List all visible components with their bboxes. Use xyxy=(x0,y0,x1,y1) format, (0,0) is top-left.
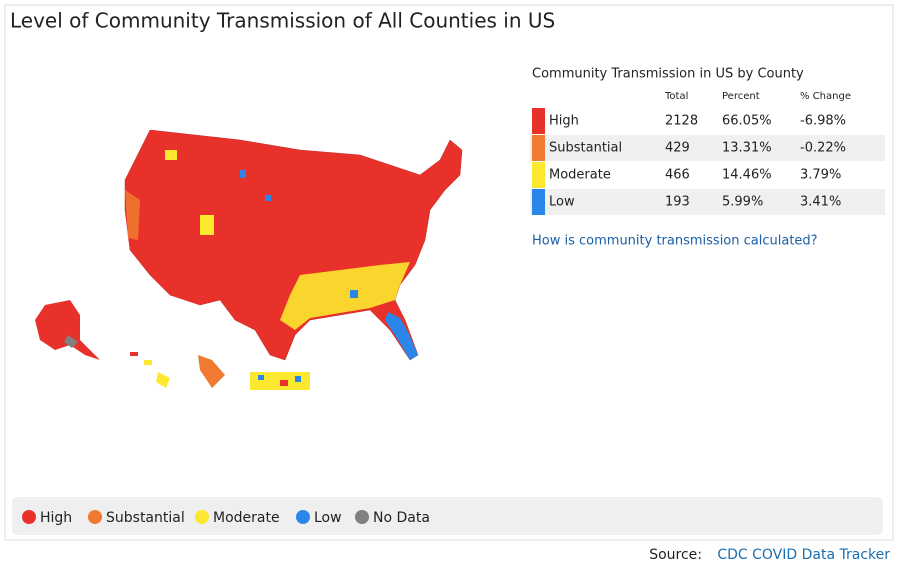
map-moderate-patch xyxy=(200,215,214,235)
row-swatch xyxy=(532,135,545,161)
cell: 3.41% xyxy=(800,195,841,210)
row-label: Moderate xyxy=(549,168,611,183)
legend-marker xyxy=(88,510,102,524)
column-header: % Change xyxy=(800,91,851,102)
source-link[interactable]: CDC COVID Data Tracker xyxy=(717,547,890,563)
cell: 3.79% xyxy=(800,168,841,183)
source-label: Source: xyxy=(649,547,702,563)
row-swatch xyxy=(532,108,545,134)
legend-marker xyxy=(22,510,36,524)
column-header: Total xyxy=(664,91,688,102)
row-background xyxy=(530,135,885,161)
map-moderate-patch xyxy=(165,150,177,160)
map-low-patch xyxy=(350,290,358,298)
legend-marker xyxy=(195,510,209,524)
help-link[interactable]: How is community transmission calculated… xyxy=(532,234,818,249)
cell: 429 xyxy=(665,141,690,156)
cell: 13.31% xyxy=(722,141,772,156)
map-alaska xyxy=(35,300,100,360)
map-territory xyxy=(198,355,225,388)
map-moderate-south xyxy=(280,262,410,330)
table: Total Percent % Change High 2128 66.05% -6.98%… xyxy=(530,91,885,215)
map-hawaii xyxy=(144,360,152,365)
legend-marker xyxy=(296,510,310,524)
legend-label[interactable]: Moderate xyxy=(213,510,280,526)
row-label: Substantial xyxy=(549,141,622,156)
cell: 2128 xyxy=(665,114,698,129)
cell: 466 xyxy=(665,168,690,183)
row-background xyxy=(530,189,885,215)
cell: -0.22% xyxy=(800,141,846,156)
cell: 5.99% xyxy=(722,195,763,210)
us-map xyxy=(35,129,463,390)
map-low-patch xyxy=(240,170,246,178)
cell: 193 xyxy=(665,195,690,210)
map-puerto-rico xyxy=(258,375,264,380)
cell: -6.98% xyxy=(800,114,846,129)
legend-label[interactable]: Low xyxy=(314,510,342,526)
map-puerto-rico xyxy=(280,380,288,386)
legend: High Substantial Moderate Low No Data xyxy=(22,510,430,526)
cell: 66.05% xyxy=(722,114,772,129)
map-hawaii xyxy=(130,352,138,356)
table-title: Community Transmission in US by County xyxy=(532,67,804,82)
legend-bar xyxy=(12,497,883,535)
legend-label[interactable]: High xyxy=(40,510,72,526)
legend-label[interactable]: Substantial xyxy=(106,510,185,526)
row-swatch xyxy=(532,189,545,215)
map-alaska-no-data xyxy=(64,335,78,348)
map-hawaii xyxy=(156,372,170,388)
legend-label[interactable]: No Data xyxy=(373,510,430,526)
map-puerto-rico xyxy=(295,376,301,382)
map-substantial-west xyxy=(125,190,140,240)
row-label: High xyxy=(549,114,579,129)
cell: 14.46% xyxy=(722,168,772,183)
column-header: Percent xyxy=(722,91,760,102)
map-low-florida xyxy=(385,312,418,360)
row-label: Low xyxy=(549,195,575,210)
frame xyxy=(4,4,894,541)
map-low-patch xyxy=(265,195,271,201)
legend-marker xyxy=(355,510,369,524)
page-title: Level of Community Transmission of All C… xyxy=(10,9,555,33)
row-swatch xyxy=(532,162,545,188)
